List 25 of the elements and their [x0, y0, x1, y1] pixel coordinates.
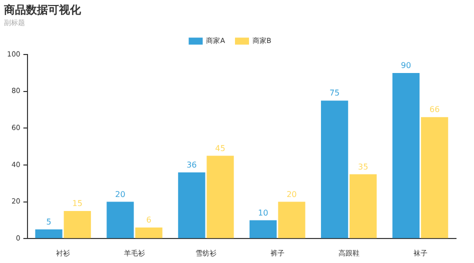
bar [320, 100, 348, 238]
data-label: 66 [429, 105, 440, 114]
bar [64, 211, 91, 238]
data-label: 10 [258, 208, 268, 218]
data-label: 36 [186, 160, 197, 170]
bar [420, 117, 448, 238]
bar [350, 174, 377, 238]
bar [106, 202, 134, 238]
bar [278, 202, 306, 238]
data-label: 6 [146, 216, 152, 225]
data-label: 75 [329, 88, 340, 98]
bar [35, 229, 62, 238]
bar [135, 228, 162, 238]
chart-title: 商品数据可视化 [3, 3, 82, 16]
bar [250, 220, 277, 238]
data-label: 15 [72, 199, 82, 208]
bar [392, 73, 420, 238]
data-label: 20 [286, 190, 297, 199]
data-label: 45 [215, 144, 226, 153]
bar [206, 156, 234, 238]
data-label: 90 [400, 61, 412, 70]
data-label: 20 [115, 190, 126, 199]
data-label: 35 [358, 162, 368, 172]
bar [178, 172, 206, 238]
data-label: 5 [46, 217, 52, 226]
